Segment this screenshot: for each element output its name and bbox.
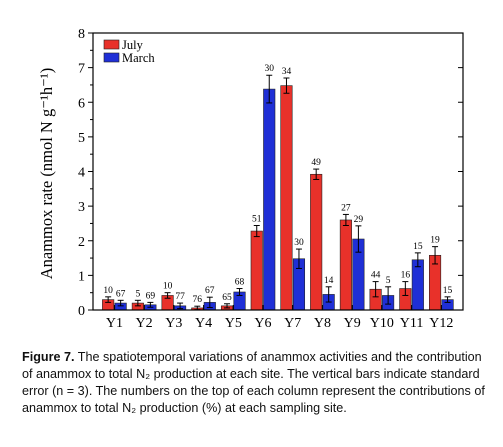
figure-caption: Figure 7. The spatiotemporal variations … [22,349,492,417]
bar-july-y8 [310,173,323,311]
bar-data-label: 14 [324,276,334,286]
caption-text: The spatiotemporal variations of anammox… [22,350,485,415]
y-tick-label: 2 [78,235,85,250]
x-tick-label: Y4 [195,316,212,331]
bar-july-y7 [280,85,293,311]
bar-data-label: 30 [294,238,304,248]
y-tick-label: 7 [78,62,85,77]
bar-data-label: 49 [311,158,321,168]
x-tick-label: Y3 [165,316,182,331]
y-tick-label: 6 [78,96,85,111]
figure-label: Figure 7. [22,350,75,364]
bar-data-label: 51 [252,215,262,225]
bar-data-label: 5 [386,276,391,286]
bar-data-label: 15 [413,242,423,252]
x-tick-label: Y8 [314,316,331,331]
legend-swatch-july [103,39,120,50]
bar-data-label: 67 [205,286,215,296]
x-tick-label: Y6 [254,316,271,331]
x-tick-label: Y9 [344,316,361,331]
bar-march-y6 [263,88,276,311]
bar-data-label: 10 [163,282,173,292]
bar-data-label: 19 [430,236,440,246]
bar-data-label: 76 [193,295,203,305]
y-tick-label: 4 [78,166,85,181]
y-tick-label: 0 [78,304,85,319]
bar-july-y6 [250,230,263,311]
y-axis-label: Anammox rate (nmol N g⁻¹h⁻¹) [37,68,56,280]
legend-swatch-march [103,52,120,63]
bar-data-label: 16 [401,271,411,281]
bar-data-label: 30 [264,64,274,74]
bar-data-label: 77 [175,292,185,302]
y-tick-label: 8 [78,27,85,42]
plot-frame [92,32,464,311]
bar-data-label: 65 [222,293,232,303]
bar-data-label: 68 [235,278,245,288]
y-tick-label: 3 [78,200,85,215]
bar-data-label: 29 [354,215,364,225]
legend-label-july: July [122,38,144,52]
bar-data-label: 69 [146,291,156,301]
bar-data-label: 10 [103,286,113,296]
x-tick-label: Y12 [429,316,453,331]
bar-data-label: 67 [116,289,126,299]
bar-data-label: 15 [443,286,453,296]
bar-data-label: 27 [341,203,351,213]
bar-data-label: 5 [135,289,140,299]
x-tick-label: Y1 [106,316,123,331]
x-tick-label: Y11 [400,316,424,331]
bar-data-label: 44 [371,271,381,281]
x-tick-label: Y7 [284,316,301,331]
x-tick-label: Y5 [225,316,242,331]
bar-march-y11 [411,259,424,311]
y-tick-label: 5 [78,131,85,146]
bar-data-label: 34 [282,67,292,77]
x-tick-label: Y10 [370,316,394,331]
y-tick-label: 1 [78,269,85,284]
x-tick-label: Y2 [136,316,153,331]
bar-july-y9 [339,219,352,311]
legend-label-march: March [122,51,155,65]
